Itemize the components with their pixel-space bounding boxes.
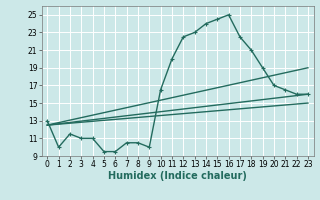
X-axis label: Humidex (Indice chaleur): Humidex (Indice chaleur) (108, 171, 247, 181)
